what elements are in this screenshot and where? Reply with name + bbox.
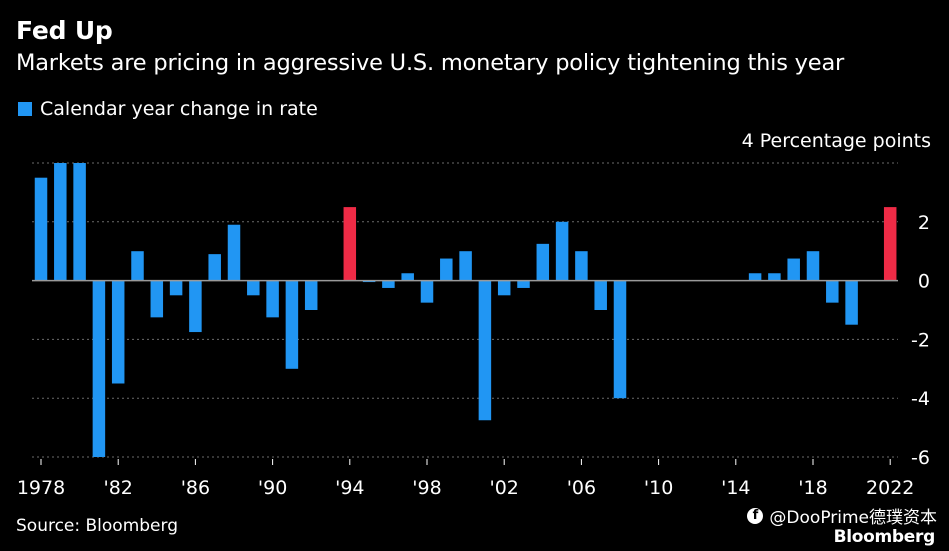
bar-1988	[227, 224, 241, 281]
bar-1980	[73, 163, 86, 281]
bar-1983	[131, 251, 144, 281]
y-tick-label: -2	[911, 329, 930, 351]
bar-2019	[826, 280, 839, 303]
bar-2006	[575, 251, 588, 281]
x-tick-label: '10	[644, 477, 673, 499]
x-tick-label: '06	[567, 477, 596, 499]
y-tick-label: 2	[918, 212, 930, 234]
x-tick-label: '02	[489, 477, 518, 499]
x-tick-label: '90	[258, 477, 287, 499]
y-tick-label: -4	[911, 388, 930, 410]
bar-1996	[382, 280, 395, 288]
watermark: f @DooPrime德璞资本	[747, 503, 937, 528]
x-tick-label: 2022	[866, 477, 914, 499]
watermark-text: @DooPrime德璞资本	[769, 508, 937, 528]
bar-1994	[343, 207, 357, 281]
bar-1999	[440, 258, 453, 281]
facebook-icon: f	[747, 507, 764, 524]
bar-1985	[169, 280, 183, 296]
chart-title: Fed Up	[16, 16, 113, 45]
bar-2020	[845, 280, 858, 325]
legend-swatch	[18, 102, 32, 116]
legend-label: Calendar year change in rate	[40, 98, 318, 120]
bar-2018	[806, 251, 820, 281]
bar-2008	[613, 280, 627, 399]
x-tick-label: '98	[412, 477, 441, 499]
y-tick-label: 0	[918, 271, 930, 293]
bar-2015	[748, 273, 762, 281]
bar-2002	[497, 280, 511, 296]
bar-2022	[883, 207, 897, 281]
bar-2007	[594, 280, 607, 310]
y-axis-units-label: 4 Percentage points	[741, 130, 931, 152]
x-tick-label: '82	[103, 477, 132, 499]
bar-1978	[34, 177, 48, 281]
bar-2005	[555, 221, 569, 281]
bar-1984	[150, 280, 164, 318]
bar-1992	[304, 280, 318, 310]
legend: Calendar year change in rate	[18, 98, 318, 120]
bar-1990	[266, 280, 279, 318]
x-tick-label: 1978	[17, 477, 65, 499]
bar-1979	[54, 163, 67, 281]
x-tick-label: '94	[335, 477, 364, 499]
bar-1989	[247, 280, 260, 296]
bar-1998	[420, 280, 434, 303]
bar-2016	[768, 273, 781, 281]
bar-2003	[517, 280, 530, 288]
source-note: Source: Bloomberg	[16, 516, 178, 536]
bloomberg-logo: Bloomberg	[833, 527, 936, 547]
bar-1982	[111, 280, 125, 384]
bar-1997	[401, 273, 414, 281]
bar-1986	[189, 280, 202, 333]
chart-subtitle: Markets are pricing in aggressive U.S. m…	[16, 50, 845, 76]
bar-2000	[459, 251, 472, 281]
bar-1987	[208, 254, 221, 281]
bar-2017	[787, 258, 800, 281]
bar-1991	[285, 280, 299, 369]
bar-2001	[478, 280, 492, 421]
x-tick-label: '86	[181, 477, 210, 499]
x-tick-label: '14	[721, 477, 750, 499]
bar-1981	[92, 280, 106, 457]
bar-2004	[536, 243, 550, 281]
y-tick-label: -6	[911, 447, 930, 469]
x-tick-label: '18	[798, 477, 827, 499]
